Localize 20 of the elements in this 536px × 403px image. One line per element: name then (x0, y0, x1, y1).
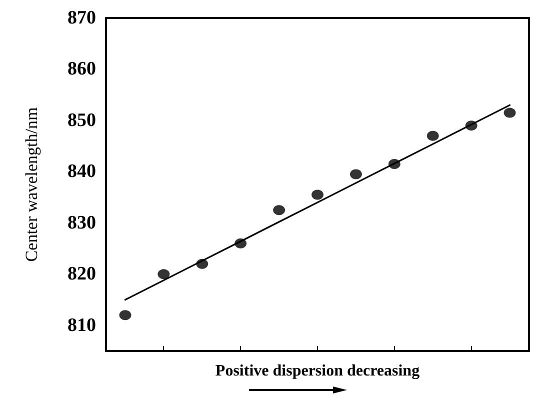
point (504, 108, 516, 118)
y-axis-title: Center wavelength/nm (22, 107, 41, 262)
point (196, 258, 208, 269)
point (273, 205, 286, 216)
y-tick-label: 840 (68, 161, 96, 182)
x-axis-title: Positive dispersion decreasing (215, 362, 420, 380)
y-tick-label: 820 (68, 264, 96, 285)
point (234, 238, 247, 248)
point (350, 169, 362, 180)
point (388, 159, 400, 170)
point (465, 120, 478, 131)
point (158, 269, 170, 280)
y-tick-label: 850 (68, 110, 96, 131)
point (426, 130, 439, 141)
point (119, 310, 132, 320)
point (312, 190, 324, 200)
y-tick-label: 860 (68, 58, 96, 80)
y-tick-label: 810 (68, 314, 96, 336)
y-tick-label: 830 (68, 212, 96, 234)
y-tick-label: 870 (68, 8, 96, 28)
